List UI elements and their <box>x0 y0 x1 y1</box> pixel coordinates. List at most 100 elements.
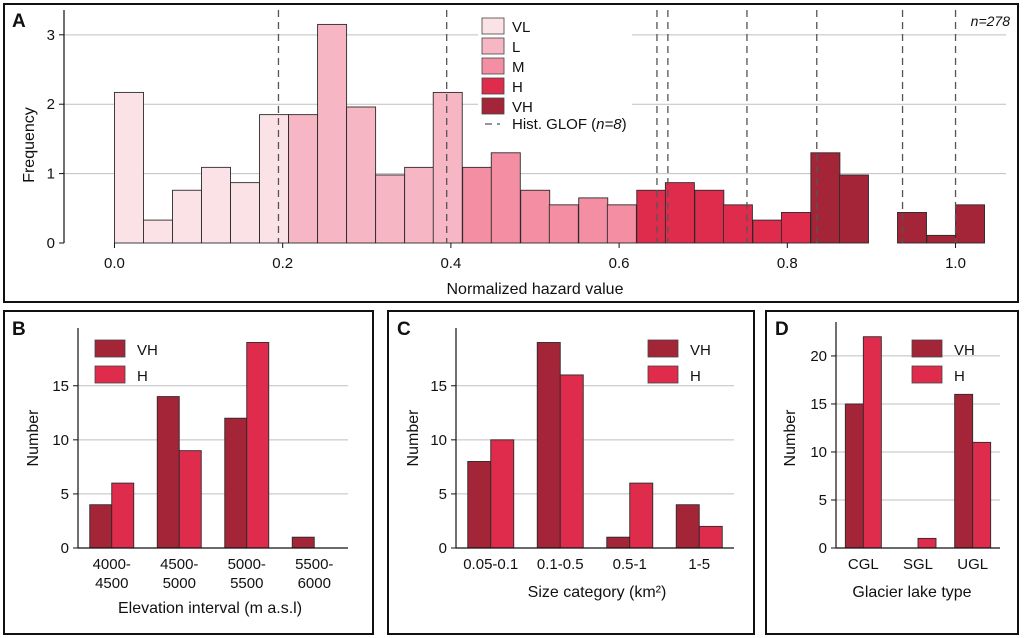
panel-b-y-tick-label: 10 <box>52 432 69 449</box>
bar-h <box>862 336 882 549</box>
hist-bar-l <box>317 23 348 244</box>
legend-glof-label: Hist. GLOF (n=8) <box>512 116 627 133</box>
hist-bar-m <box>606 204 637 244</box>
panel-d-y-tick-label: 10 <box>810 444 827 461</box>
hist-bar-vl <box>201 166 231 244</box>
panel-a: A n=278 0 1 2 3 0.0 0.2 0.4 0.6 0.8 1.0 Normalize… <box>3 3 1019 303</box>
hist-bar-vl <box>172 189 202 244</box>
bar-h <box>698 525 723 549</box>
hist-bar-vh <box>897 212 927 244</box>
legend-label-h: H <box>512 79 523 96</box>
hist-bar-l <box>432 91 463 244</box>
legend-label-l: L <box>512 39 520 56</box>
panel-d-label: D <box>775 319 789 340</box>
panel-c-legend-label-vh: VH <box>690 342 711 359</box>
panel-d-x-tick-label: CGL <box>848 556 879 573</box>
panel-d-y-tick-label: 5 <box>819 492 827 509</box>
hist-bar-vl <box>230 182 260 244</box>
panel-b-legend-label-h: H <box>137 368 148 385</box>
panel-d-y-tick-label: 15 <box>810 396 827 413</box>
panel-a-x-axis-label: Normalized hazard value <box>447 281 624 298</box>
hist-bar-m <box>520 189 551 244</box>
panel-c-y-tick-label: 5 <box>439 486 447 503</box>
panel-d-y-tick-label: 0 <box>819 540 827 557</box>
legend-swatch-h <box>481 77 505 95</box>
hist-bar-h <box>636 189 667 244</box>
panel-a-y-tick-label: 1 <box>47 166 55 183</box>
bar-vh <box>467 461 492 549</box>
panel-d-y-tick-label: 20 <box>810 348 827 365</box>
panel-b-legend-label-vh: VH <box>137 342 158 359</box>
panel-d-legend-label-vh: VH <box>954 342 975 359</box>
bar-vh <box>224 417 248 549</box>
hist-bar-vl <box>114 91 144 244</box>
panel-d-legend-swatch-h <box>911 365 943 384</box>
bar-h <box>629 482 654 549</box>
hist-bar-h <box>780 212 811 244</box>
bar-vh <box>89 504 113 549</box>
panel-c-y-tick-label: 0 <box>439 540 447 557</box>
panel-d: D CGL SGL UGL 0 5 10 15 20 VH H Glacier lake type… <box>765 310 1019 635</box>
panel-d-x-tick-label: SGL <box>903 556 933 573</box>
panel-b-x-tick-label: 4500-5000 <box>160 556 198 592</box>
panel-c-label: C <box>397 319 411 340</box>
hist-bar-h <box>722 204 753 244</box>
panel-c-legend-swatch-h <box>647 365 679 384</box>
bar-vh <box>675 504 700 549</box>
panel-a-y-axis-label: Frequency <box>21 107 38 183</box>
bar-h <box>111 482 135 549</box>
panel-a-x-tick-label: 0.2 <box>272 255 293 272</box>
bar-vh <box>844 403 864 549</box>
legend-label-vh: VH <box>512 99 533 116</box>
hist-bar-vl <box>259 114 290 244</box>
legend-swatch-vh <box>481 97 505 115</box>
bar-h <box>178 450 202 549</box>
bar-h <box>917 537 937 549</box>
panel-c-x-axis-label: Size category (km²) <box>528 584 667 601</box>
panel-b-y-tick-label: 5 <box>61 486 69 503</box>
panel-c-legend-label-h: H <box>690 368 701 385</box>
panel-c-frame <box>387 310 755 635</box>
panel-a-x-tick-label: 0.0 <box>104 255 125 272</box>
panel-d-legend-label-h: H <box>954 368 965 385</box>
legend-swatch-l <box>481 37 505 55</box>
panel-b-legend-swatch-vh <box>94 339 126 358</box>
legend-swatch-m <box>481 57 505 75</box>
hist-bar-l <box>404 166 435 244</box>
panel-a-legend: VL LMH VH Hist. GLOF (n=8) <box>478 14 632 140</box>
hist-bar-l <box>346 106 377 244</box>
panel-a-y-tick-label: 3 <box>47 27 55 44</box>
bar-h <box>559 374 584 549</box>
panel-a-x-tick-label: 1.0 <box>945 255 966 272</box>
panel-d-frame <box>765 310 1019 635</box>
panel-a-frame <box>3 3 1019 303</box>
panel-b-label: B <box>12 319 26 340</box>
panel-c-y-tick-label: 15 <box>430 378 447 395</box>
panel-a-label: A <box>12 11 26 32</box>
panel-c: C 0.05-0.1 0.1-0.5 0.5-1 1-5 0 5 10 15 VH H Size … <box>387 310 755 635</box>
bar-vh <box>156 396 180 549</box>
panel-c-y-axis-label: Number <box>405 409 422 467</box>
panel-b-y-axis-label: Number <box>25 409 42 467</box>
bar-vh <box>536 342 561 549</box>
panel-a-y-tick-label: 2 <box>47 96 55 113</box>
panel-a-x-tick-label: 0.6 <box>609 255 630 272</box>
bar-h <box>972 441 992 549</box>
panel-b-x-axis-label: Elevation interval (m a.s.l) <box>118 600 302 617</box>
panel-d-x-axis-label: Glacier lake type <box>852 584 971 601</box>
panel-a-sample-size: n=278 <box>971 13 1011 29</box>
hist-bar-l <box>288 114 319 244</box>
panel-a-y-tick-label: 0 <box>47 235 55 252</box>
bar-vh <box>954 393 974 549</box>
panel-c-x-tick-label: 0.05-0.1 <box>463 556 518 573</box>
bar-vh <box>606 536 631 549</box>
legend-label-vl: VL <box>512 19 530 36</box>
panel-b-x-tick-label: 4000-4500 <box>93 556 131 592</box>
panel-c-legend-swatch-vh <box>647 339 679 358</box>
legend-swatch-vl <box>481 17 505 35</box>
hist-bar-vh <box>810 152 841 244</box>
panel-c-x-tick-label: 0.5-1 <box>613 556 647 573</box>
panel-d-x-tick-label: UGL <box>957 556 988 573</box>
panel-b: B 4000-4500 4500-5000 5000-5500 5500-6000 0 5… <box>3 310 374 635</box>
hist-bar-h <box>752 219 783 244</box>
